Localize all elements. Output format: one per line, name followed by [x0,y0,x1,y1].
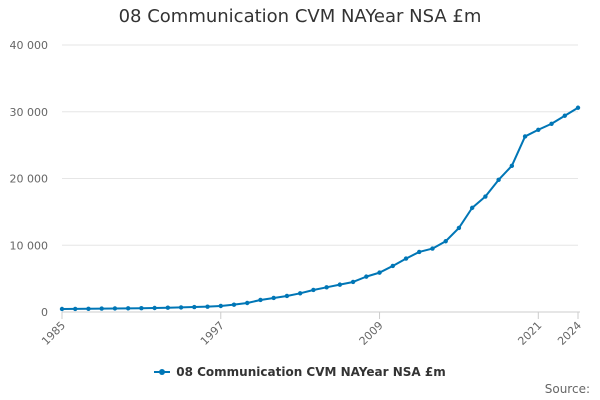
data-point [165,305,171,310]
series-layer [59,105,581,312]
data-point [536,127,541,132]
x-tick-label: 2024 [555,319,584,348]
data-point [483,194,488,199]
data-point [192,304,197,310]
y-tick-label: 30 000 [10,106,49,119]
data-point [311,287,316,293]
data-point [152,305,157,311]
data-point [125,306,131,311]
data-point [271,295,276,301]
data-point [205,304,210,309]
data-point [59,306,65,312]
data-point [112,306,118,311]
data-point [575,105,581,110]
data-point [284,293,290,299]
data-point [350,279,356,285]
x-tick-labels: 1985 1997 2009 2021 2024 [39,319,584,348]
data-point [417,249,422,255]
y-tick-labels: 0 10 000 20 000 30 000 40 000 [10,39,49,319]
data-point [73,306,78,312]
data-point [522,134,528,139]
y-tick-label: 0 [41,306,48,319]
data-point [258,297,263,303]
gridlines [62,44,578,246]
x-tick-label: 2009 [357,319,386,348]
y-tick-label: 20 000 [10,173,49,186]
data-point [390,263,395,269]
data-point [218,303,223,309]
data-point [496,177,501,183]
data-point [178,305,184,310]
data-point [562,113,567,118]
data-point [509,163,515,169]
data-point [469,205,475,211]
x-tick-label: 2021 [515,319,544,348]
data-point [456,225,462,231]
y-tick-label: 10 000 [10,239,49,252]
chart-title: 08 Communication CVM NAYear NSA £m [118,6,482,27]
data-point [231,302,237,307]
data-point [430,246,435,251]
data-point [364,274,369,279]
legend-label: 08 Communication CVM NAYear NSA £m [176,365,446,379]
x-tick-label: 1985 [39,319,68,348]
y-tick-label: 40 000 [10,39,49,52]
data-point [99,306,104,311]
data-point [403,256,409,261]
legend-swatch [154,367,171,377]
data-point [86,306,91,311]
source-credit: Source: [544,382,590,396]
data-point [324,285,329,290]
data-point [549,121,554,126]
legend[interactable]: 08 Communication CVM NAYear NSA £m [0,365,600,379]
axes [61,311,580,319]
data-point [139,305,144,311]
data-point [377,270,382,275]
data-point [443,239,448,244]
data-point [297,291,303,296]
x-tick-label: 1997 [198,319,227,348]
series-line [61,106,579,310]
data-point [245,300,250,306]
data-point [337,282,343,287]
